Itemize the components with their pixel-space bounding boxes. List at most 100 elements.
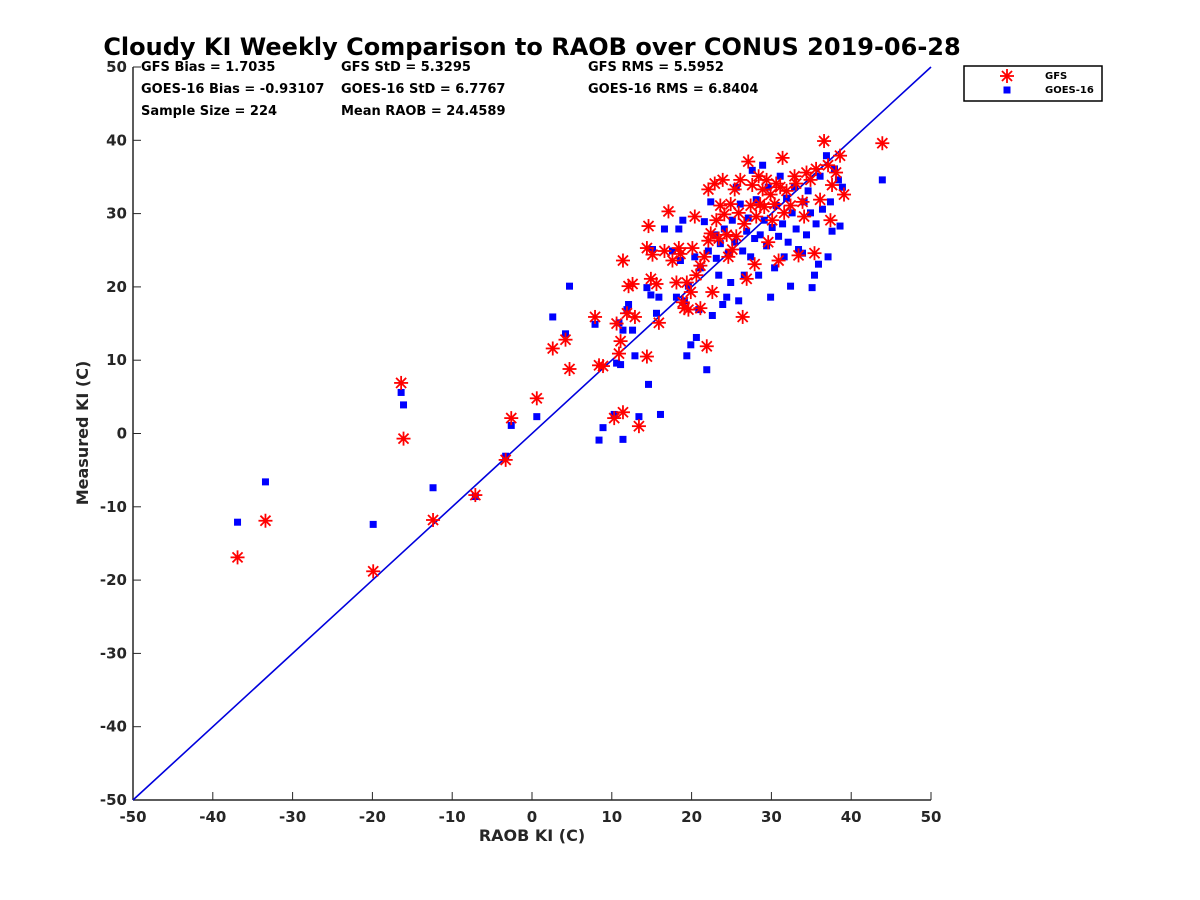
x-tick-label: -50 — [119, 808, 146, 826]
goes16-point — [807, 209, 815, 217]
goes16-point — [692, 333, 700, 341]
goes16-point — [613, 359, 621, 367]
gfs-point — [613, 334, 628, 349]
goes16-point — [599, 424, 607, 432]
gfs-point — [468, 488, 483, 503]
gfs-point — [693, 301, 708, 316]
goes16-point — [660, 225, 668, 233]
y-tick-label: 20 — [106, 278, 127, 296]
goes16-point — [683, 352, 691, 360]
gfs-point — [809, 161, 824, 176]
y-tick-label: -50 — [100, 791, 127, 809]
goes16-point — [684, 282, 692, 290]
goes16-point — [655, 293, 663, 301]
gfs-point — [747, 257, 762, 272]
goes16-point — [764, 183, 772, 191]
gfs-point — [749, 209, 764, 224]
goes16-point — [635, 413, 643, 421]
goes16-point — [748, 166, 756, 174]
goes16-point — [631, 352, 639, 360]
x-tick-label: 20 — [681, 808, 702, 826]
gfs-point — [665, 253, 680, 268]
goes16-point — [234, 518, 242, 526]
gfs-point — [717, 207, 732, 222]
stat-goes-bias: GOES-16 Bias = -0.93107 — [141, 82, 324, 97]
gfs-point — [765, 213, 780, 228]
gfs-point — [807, 246, 822, 261]
goes16-point — [812, 220, 820, 228]
y-tick-label: -10 — [100, 498, 127, 516]
y-tick-label: -40 — [100, 718, 127, 736]
goes16-point — [814, 260, 822, 268]
gfs-point — [705, 285, 720, 300]
gfs-point — [366, 564, 381, 579]
goes16-point — [779, 220, 787, 228]
gfs-point — [715, 172, 730, 187]
gfs-point — [701, 182, 716, 197]
goes16-point — [643, 284, 651, 292]
gfs-point — [771, 253, 786, 268]
chart-title: Cloudy KI Weekly Comparison to RAOB over… — [103, 33, 960, 61]
goes16-point — [828, 227, 836, 235]
gfs-point — [396, 431, 411, 446]
goes16-point — [759, 161, 767, 169]
x-axis-label: RAOB KI (C) — [479, 826, 585, 845]
legend-marker-goes16 — [1003, 86, 1011, 94]
goes16-point — [763, 242, 771, 250]
gfs-point — [789, 176, 804, 191]
goes16-point — [751, 235, 759, 243]
goes16-point — [736, 200, 744, 208]
legend-label-goes16: GOES-16 — [1045, 85, 1094, 96]
gfs-point — [721, 249, 736, 264]
goes16-point — [723, 293, 731, 301]
goes16-point — [429, 484, 437, 492]
goes16-point — [826, 198, 834, 206]
x-tick-label: -30 — [279, 808, 306, 826]
goes16-point — [652, 309, 660, 317]
goes16-point — [595, 436, 603, 444]
x-tick-label: 0 — [527, 808, 537, 826]
goes16-point — [816, 172, 824, 180]
gfs-point — [727, 182, 742, 197]
gfs-point — [737, 216, 752, 231]
x-tick-label: -20 — [359, 808, 386, 826]
gfs-point — [829, 165, 844, 180]
gfs-point — [625, 276, 640, 291]
goes16-point — [804, 187, 812, 195]
x-tick-label: 50 — [921, 808, 942, 826]
goes16-point — [834, 176, 842, 184]
gfs-point — [545, 341, 560, 356]
gfs-point — [685, 241, 700, 256]
y-axis-label: Measured KI (C) — [73, 361, 92, 506]
goes16-point — [716, 240, 724, 248]
gfs-point — [558, 332, 573, 347]
y-tick-label: 40 — [106, 131, 127, 149]
gfs-point — [743, 198, 758, 213]
gfs-point — [258, 513, 273, 528]
gfs-point — [875, 136, 890, 151]
gfs-point — [504, 411, 519, 426]
goes16-point — [744, 214, 752, 222]
goes16-point — [808, 284, 816, 292]
gfs-point — [631, 419, 646, 434]
gfs-point — [783, 198, 798, 213]
gfs-point — [641, 219, 656, 234]
gfs-point — [833, 148, 848, 163]
gfs-point — [745, 178, 760, 193]
series-gfs — [230, 134, 890, 579]
goes16-point — [549, 313, 557, 321]
goes16-point — [397, 388, 405, 396]
goes16-point — [756, 231, 764, 239]
gfs-point — [426, 512, 441, 527]
y-tick-label: 50 — [106, 58, 127, 76]
gfs-point — [823, 213, 838, 228]
gfs-point — [639, 349, 654, 364]
goes16-point — [715, 271, 723, 279]
goes16-point — [788, 209, 796, 217]
stat-sample-size: Sample Size = 224 — [141, 104, 277, 119]
gfs-point — [588, 309, 603, 324]
gfs-point — [791, 248, 806, 263]
gfs-point — [725, 242, 740, 257]
gfs-point — [596, 359, 611, 374]
